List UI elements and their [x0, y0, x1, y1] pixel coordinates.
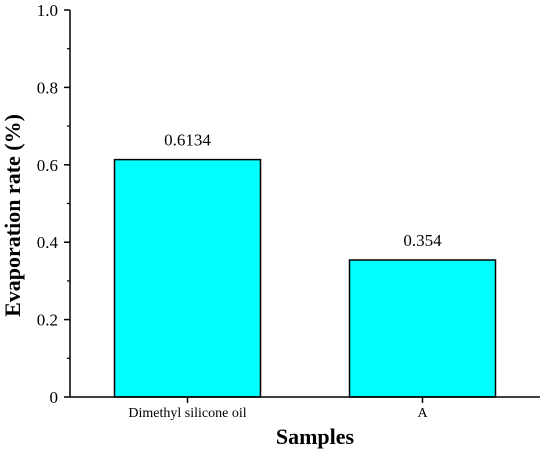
y-tick-label-2: 0.2: [37, 311, 58, 330]
x-axis-title: Samples: [276, 424, 355, 449]
axes-layer: [64, 9, 540, 403]
labels-layer: 0.6134 Dimethyl silicone oil 0.354 A 0 0.2 0.4…: [37, 1, 442, 421]
y-tick-label-3: 0.4: [37, 233, 59, 252]
bars-layer: [113, 158, 497, 398]
data-label-1: 0.6134: [164, 131, 211, 150]
y-tick-label-5: 0.8: [37, 78, 58, 97]
data-label-2: 0.354: [403, 231, 442, 250]
x-tick-label-2: A: [417, 406, 428, 421]
y-tick-label-1: 0: [50, 388, 59, 407]
y-tick-label-4: 0.6: [37, 156, 58, 175]
bar-1: [113, 158, 262, 398]
bar-2: [348, 259, 497, 398]
y-tick-label-6: 1.0: [37, 1, 58, 20]
y-axis-title: Evaporation rate (%): [0, 114, 25, 317]
x-tick-label-1: Dimethyl silicone oil: [128, 406, 246, 421]
